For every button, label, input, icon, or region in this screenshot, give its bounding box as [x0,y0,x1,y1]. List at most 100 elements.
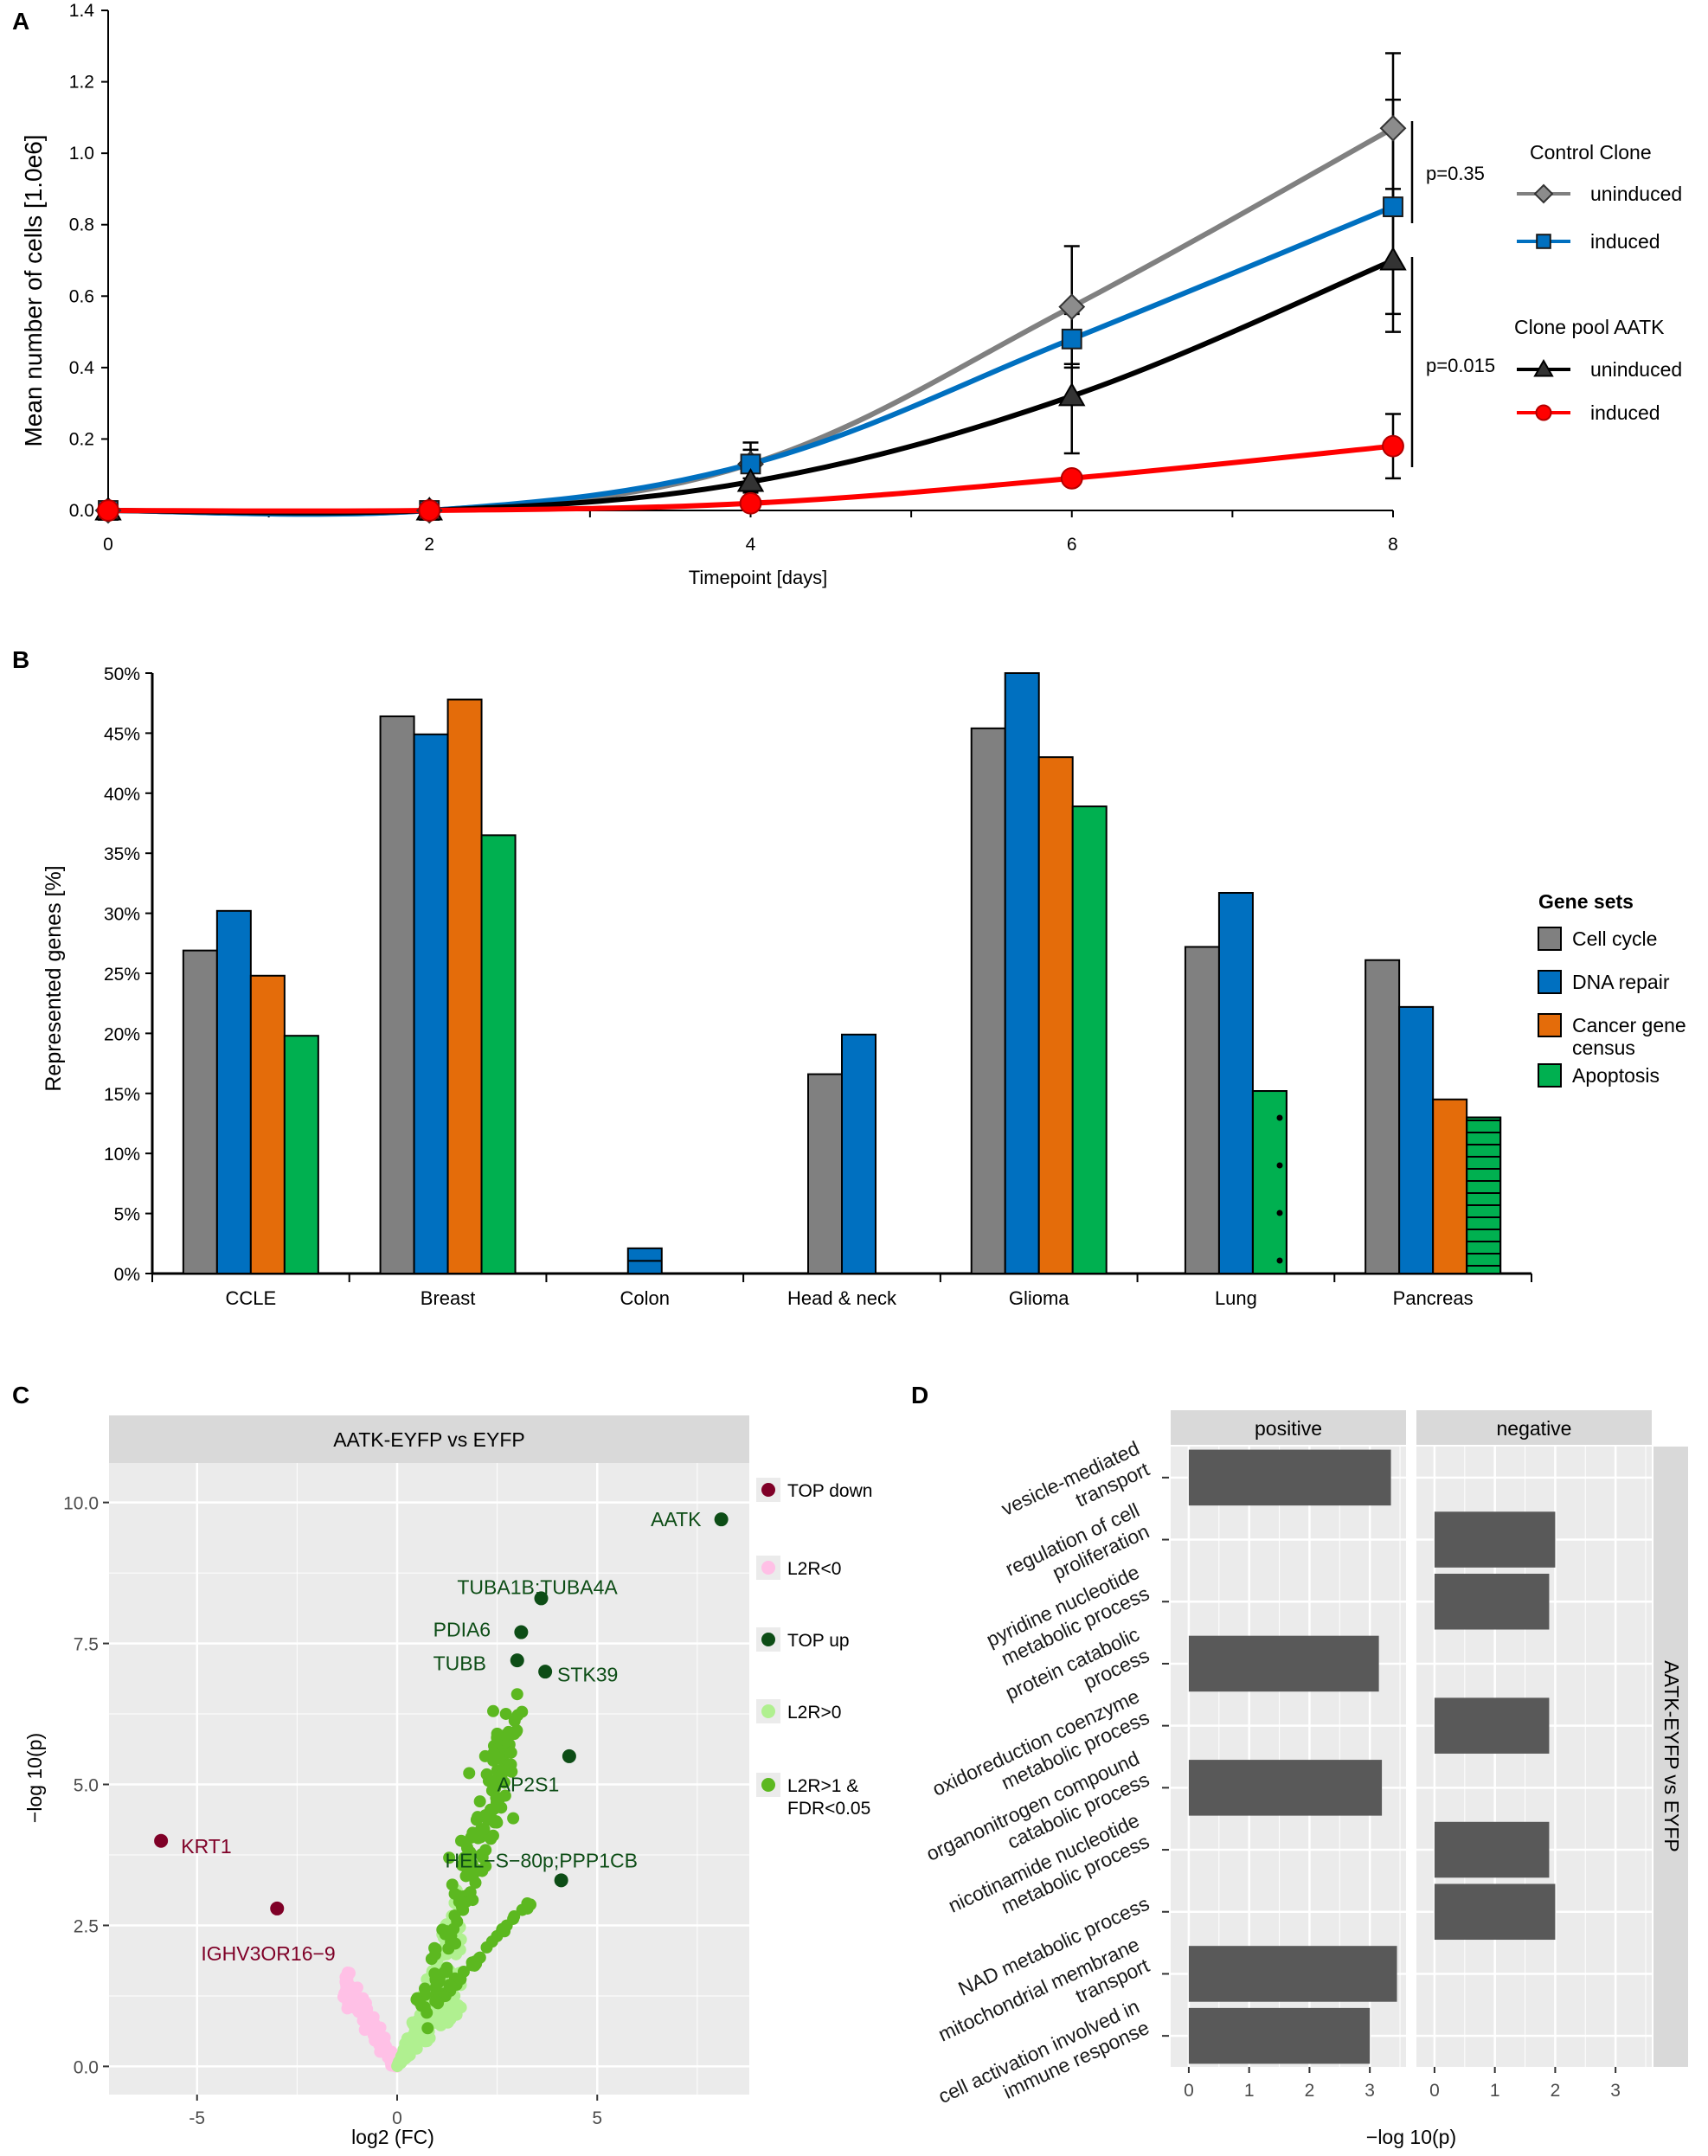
point-l2r-sig [425,1953,438,1966]
bar-negative-7 [1434,1883,1556,1941]
data-point-3-2 [739,491,762,515]
data-point-2-4 [1379,246,1407,271]
bar-Lung-Cell cycle [1184,946,1220,1274]
legend-dot-4 [761,1778,775,1792]
panel-label-d: D [911,1382,928,1408]
facet-strip-negative [1416,1410,1652,1445]
point-l2r-sig [511,1709,524,1722]
data-point-2-2 [736,467,765,492]
bar-Pancreas-Cancer gene census [1432,1098,1468,1274]
legend-label-4: Apoptosis [1572,1064,1660,1087]
x-tick-label: 2 [1551,2081,1561,2101]
point-l2r-pos [406,2016,419,2029]
bar-negative-2 [1434,1573,1550,1630]
point-l2r-pos [450,2008,463,2021]
panel-label-c: C [12,1382,29,1408]
legend-label-1: induced [1590,230,1660,253]
x-tick-label: 0 [1429,2081,1440,2101]
point-l2r-neg [342,1993,355,2006]
bar-Breast-Cell cycle [379,715,415,1274]
point-l2r-sig [510,1688,523,1701]
legend-label-2: uninduced [1590,358,1682,381]
point-l2r-sig [478,1749,491,1762]
point-l2r-neg [356,2003,369,2016]
panel-label-b: B [12,646,29,673]
point-l2r-sig [473,1951,486,1964]
data-point-3-4 [1382,434,1404,458]
data-point-2-3 [1058,382,1086,407]
chart-c-legend: TOP down L2R<0 TOP up L2R>0 L2R>1 & FDR<0.05 [756,1478,872,1819]
bar-negative-1 [1434,1511,1556,1568]
panel-label-a: A [12,8,29,35]
point-l2r-sig [507,1812,520,1825]
data-point-0-4 [1379,114,1407,142]
legend-title-gene-sets: Gene sets [1538,890,1634,913]
bar-Breast-Cancer gene census [446,698,483,1274]
chart-a: 0.0 0.2 0.4 0.6 0.8 1.0 1.2 1.4 0 2 4 6 8 Timepoint … [20,1,1682,588]
point-l2r-sig [463,1767,476,1780]
point-l2r-sig [455,1834,467,1847]
row-strip [1653,1447,1688,2067]
chart-c: AATK-EYFP vs EYFP AATK TUBA1B;TUBA4A PDIA6… [23,1415,872,2148]
point-l2r-sig [469,1877,482,1890]
point-l2r-neg [369,2018,382,2031]
legend-label-0: TOP down [787,1481,872,1501]
y-tick-label: 10% [104,1145,140,1165]
chart-d: positive negative AATK-EYFP vs EYFP vesi… [922,1410,1688,2148]
chart-c-top-points: AATK TUBA1B;TUBA4A PDIA6 TUBB STK39 AP2S1 HEL−… [154,1508,729,1965]
category-label: Glioma [1009,1287,1069,1309]
x-tick-label: 1 [1244,2081,1255,2101]
legend-label-0: uninduced [1590,183,1682,205]
y-tick-label: 0.0 [69,501,94,521]
bar-positive-8 [1188,1946,1397,2002]
legend-label-1: L2R<0 [787,1559,841,1579]
legend-marker-1 [1536,234,1551,249]
bar-positive-5 [1188,1760,1383,1816]
chart-c-strip [109,1415,749,1463]
chart-d-ticks: 0 1 2 3 0 1 2 3 [1162,1476,1621,2101]
legend-label-3: census [1572,1036,1635,1059]
chart-d-xlabel: −log 10(p) [1366,2126,1456,2148]
y-tick-label: 7.5 [74,1635,99,1655]
legend-label-3: induced [1590,401,1660,424]
point-l2r-pos [452,1999,465,2012]
x-tick-label: 0 [1184,2081,1194,2101]
point-l2r-sig [442,1942,455,1955]
chart-c-points [337,1688,537,2073]
legend-dot-3 [761,1704,775,1718]
legend-swatch-0 [1538,927,1562,951]
data-point-3-0 [97,499,119,522]
point-l2r-neg [377,2039,390,2052]
legend-dot-1 [761,1561,775,1575]
data-point-1-4 [1383,196,1403,217]
y-tick-label: 2.5 [74,1916,99,1936]
y-tick-label: 35% [104,844,140,864]
x-tick-label: -5 [189,2108,205,2128]
y-tick-label: 1.2 [69,73,94,93]
x-tick-label: 2 [424,535,434,555]
point-l2r-sig [413,1995,426,2008]
chart-b-ylabel: Represented genes [%] [42,865,66,1091]
legend-group-aatk: Clone pool AATK [1514,316,1665,338]
top-point-label: STK39 [557,1663,618,1685]
x-tick-label: 0 [103,535,113,555]
x-tick-label: 0 [392,2108,402,2128]
top-point-label: TUBA1B;TUBA4A [457,1575,618,1598]
point-l2r-neg [369,2030,382,2043]
x-tick-label: 8 [1388,535,1398,555]
y-tick-label: 0.0 [74,2057,99,2077]
point-l2r-pos [402,2044,415,2057]
y-tick-label: 1.0 [69,144,94,164]
chart-d-bars [1188,1449,1556,2064]
legend-swatch-2 [1538,1013,1562,1037]
point-l2r-sig [439,1990,452,2003]
point-l2r-sig [446,1878,459,1891]
y-tick-label: 25% [104,965,140,985]
bar-CCLE-Cell cycle [182,949,218,1275]
bar-pattern-dots [1251,1090,1287,1275]
legend-label-2: Cancer gene [1572,1014,1686,1036]
y-tick-label: 30% [104,905,140,925]
bar-Pancreas-DNA repair [1398,1005,1435,1274]
annotation-p0015: p=0.015 [1426,355,1495,376]
top-point-label: IGHV3OR16−9 [201,1942,335,1965]
